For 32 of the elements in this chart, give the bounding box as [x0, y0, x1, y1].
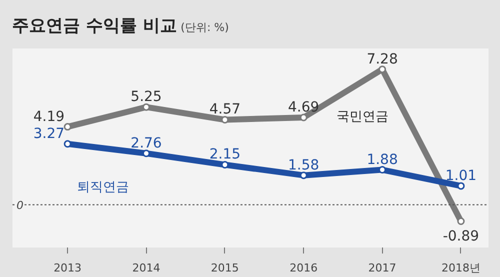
data-label: 2.15: [209, 146, 241, 163]
text: 퇴직연금: [76, 180, 129, 196]
data-label: -0.89: [442, 228, 480, 244]
point: [221, 160, 229, 168]
x-tick-label: 2015: [210, 262, 239, 274]
point: [378, 166, 386, 174]
x-tick-label: 2013: [54, 262, 82, 274]
data-label: 4.69: [288, 100, 320, 116]
ref-line-label: 0: [16, 199, 24, 212]
x-tick-label: 2016: [290, 262, 318, 274]
point: [457, 218, 465, 226]
data-label: 1.88: [366, 152, 398, 168]
chart-title: 주요연금 수익률 비교: [12, 16, 177, 36]
point: [64, 123, 72, 131]
data-label: 4.19: [33, 108, 65, 125]
x-tick-label: 2014: [132, 262, 160, 274]
point: [300, 172, 308, 180]
point: [64, 140, 72, 148]
series-label: 국민연금: [336, 109, 389, 124]
data-label: 7.28: [366, 51, 398, 68]
chart-subtitle: (단위: %): [180, 21, 229, 34]
point: [142, 103, 150, 111]
point: [142, 150, 150, 158]
data-label: 4.57: [209, 102, 241, 118]
data-label: 1.01: [445, 168, 477, 184]
data-label: 2.76: [130, 135, 162, 152]
x-tick-label: 2018년: [441, 262, 480, 274]
x-tick-label: 2017: [368, 262, 396, 274]
data-label: 5.25: [130, 89, 162, 106]
point: [457, 182, 465, 190]
data-label: 3.27: [33, 126, 65, 142]
data-label: 1.58: [288, 157, 320, 174]
